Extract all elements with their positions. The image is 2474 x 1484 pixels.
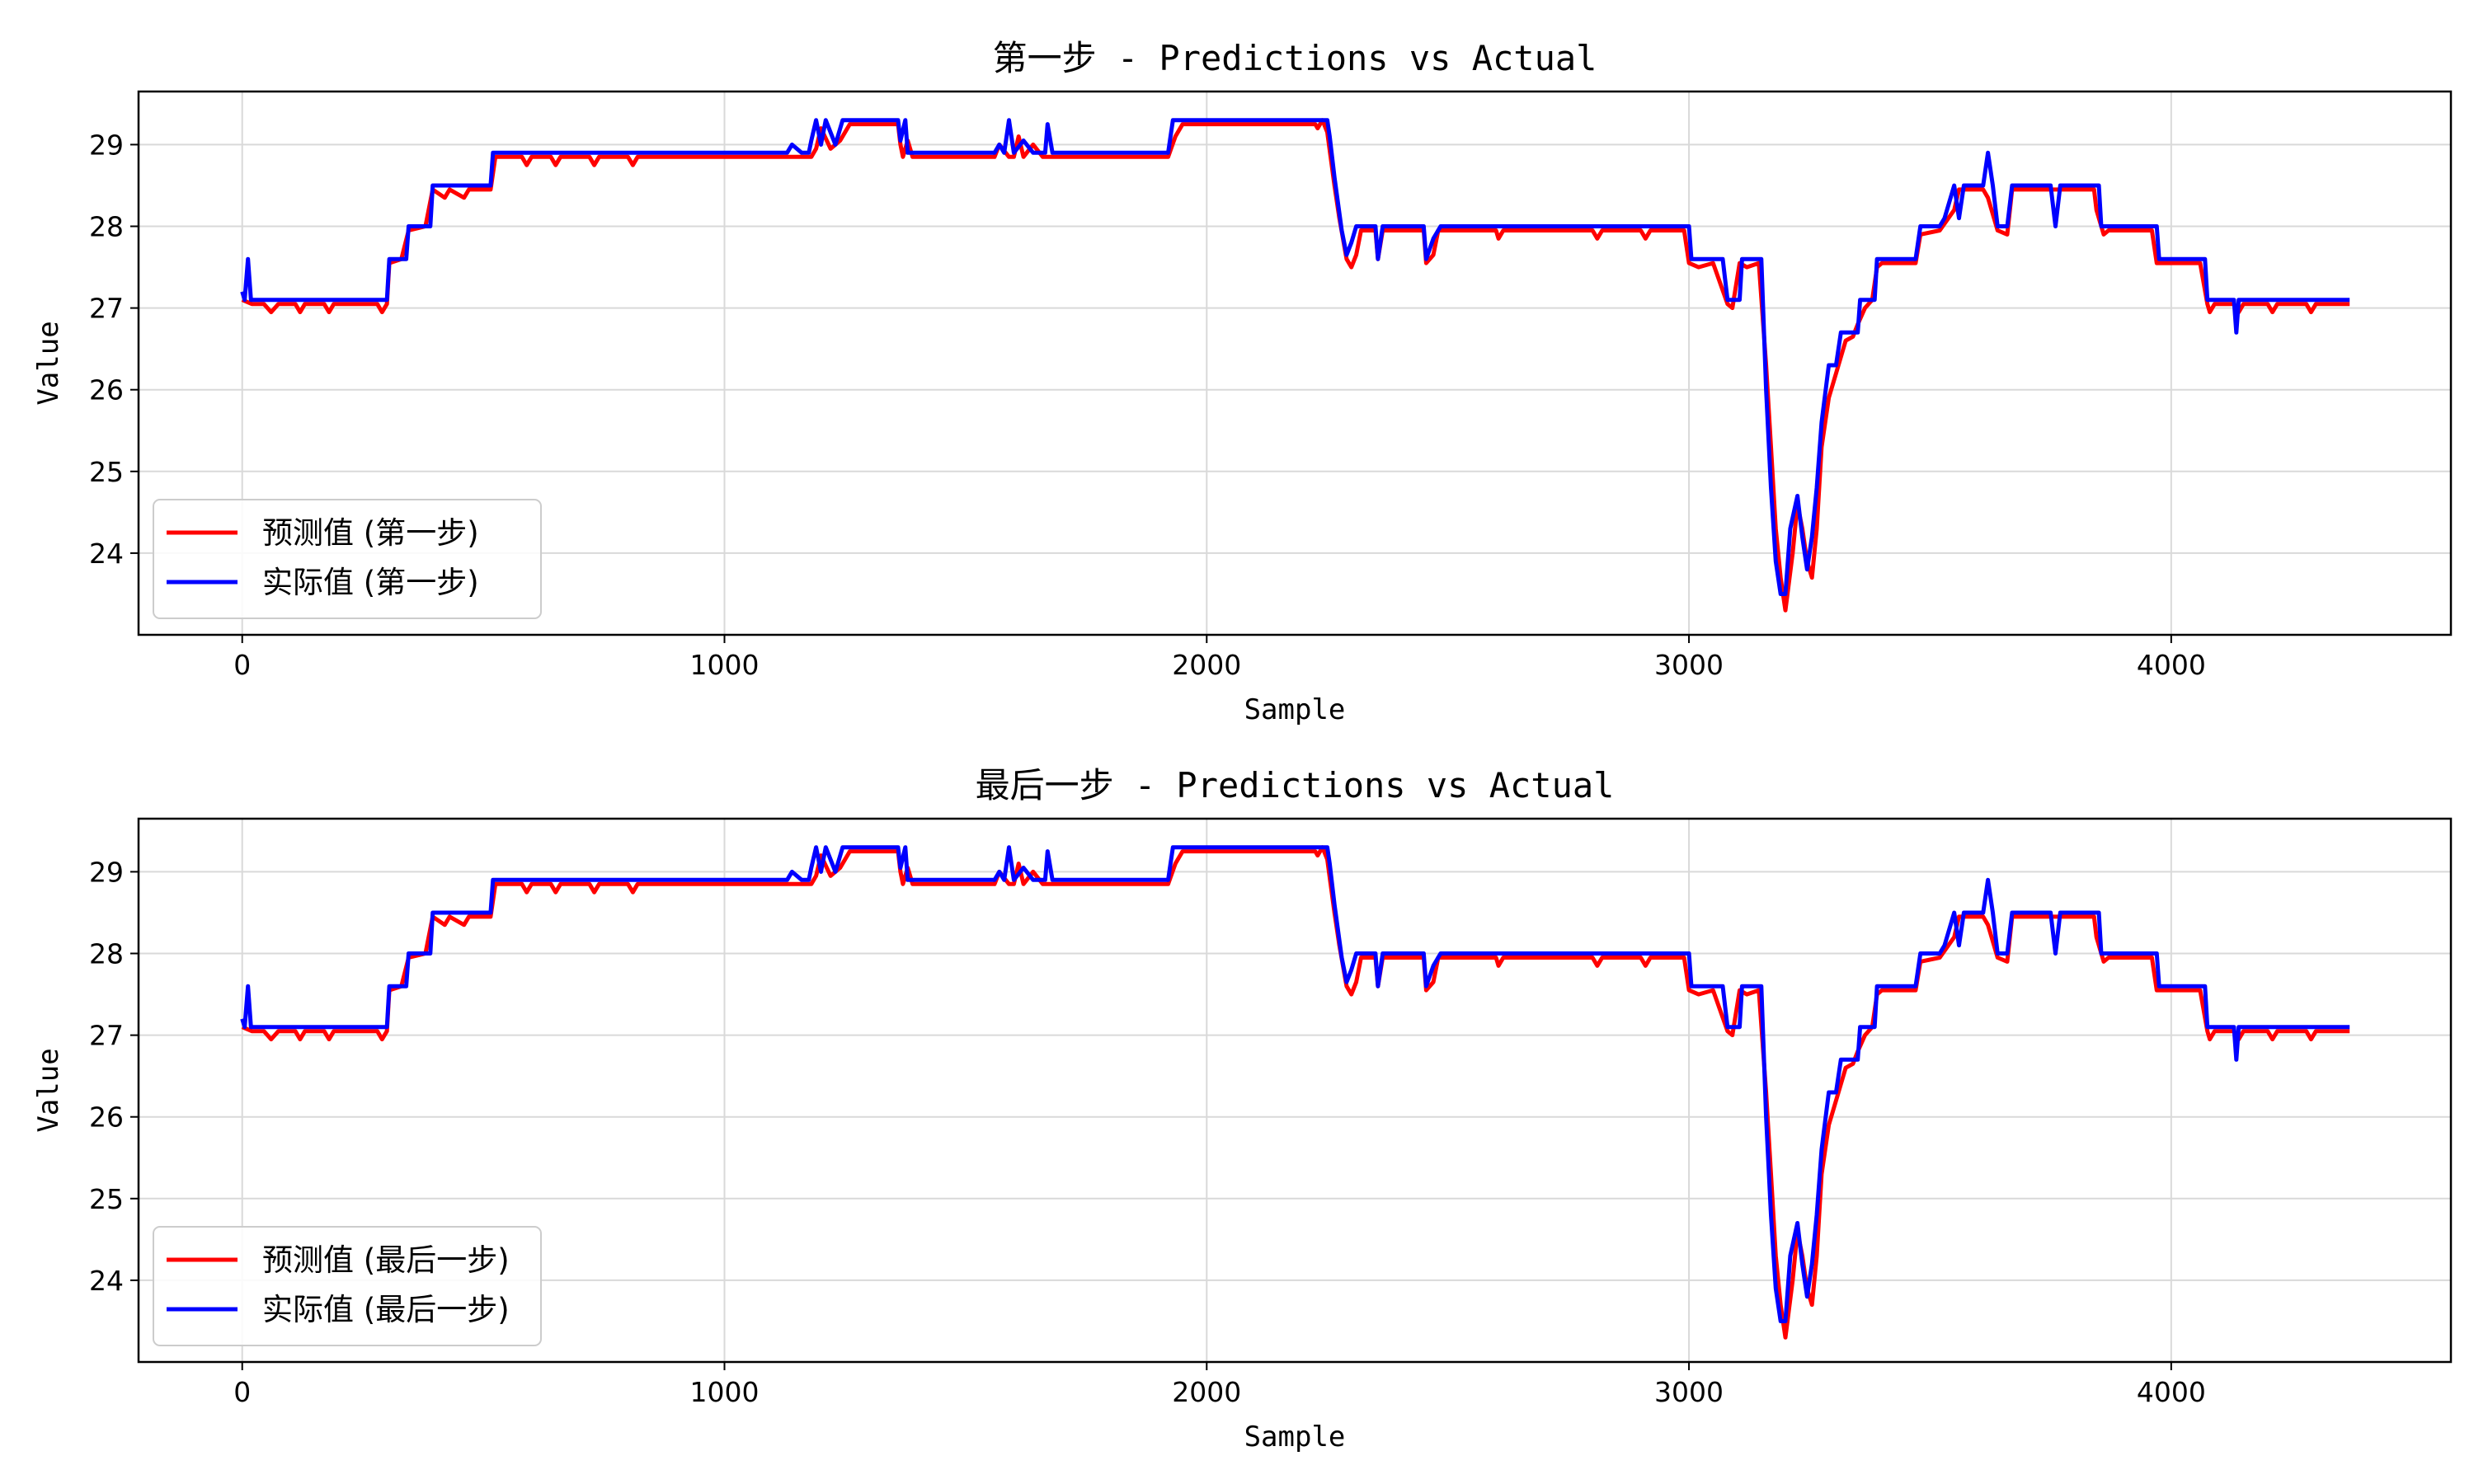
series-line-predicted <box>241 118 2350 613</box>
series-line-actual <box>240 118 2350 596</box>
x-tick-label: 1000 <box>690 649 760 681</box>
x-tick-label: 0 <box>233 649 251 681</box>
legend-label-predicted: 预测值 (最后一步) <box>262 1242 510 1278</box>
chart-title: 最后一步 - Predictions vs Actual <box>976 765 1615 805</box>
y-axis-label: Value <box>32 1048 65 1132</box>
y-tick-label: 26 <box>89 374 124 406</box>
chart-panel-1: 第一步 - Predictions vs Actual 0 1000 2000 3000… <box>32 38 2453 726</box>
series-line-predicted <box>241 845 2350 1340</box>
y-tick-label: 26 <box>89 1101 124 1134</box>
y-tick-label: 24 <box>89 538 124 570</box>
axes-frame <box>137 817 2453 1364</box>
legend: 预测值 (最后一步) 实际值 (最后一步) <box>153 1226 542 1346</box>
y-tick-label: 25 <box>89 456 124 488</box>
x-tick-label: 4000 <box>2137 649 2206 681</box>
x-tick-label: 3000 <box>1654 1376 1724 1408</box>
legend-label-predicted: 预测值 (第一步) <box>262 515 479 551</box>
x-tick-label: 4000 <box>2137 1376 2206 1408</box>
chart-panel-2: 最后一步 - Predictions vs Actual 0 1000 2000 300… <box>32 765 2453 1453</box>
legend: 预测值 (第一步) 实际值 (第一步) <box>153 499 542 619</box>
y-tick-label: 29 <box>89 129 124 161</box>
y-tick-label: 28 <box>89 211 124 243</box>
legend-box <box>153 499 542 619</box>
y-tick-label: 27 <box>89 293 124 325</box>
x-tick-label: 0 <box>233 1376 251 1408</box>
axes-frame <box>137 90 2453 636</box>
y-tick-label: 29 <box>89 856 124 888</box>
y-tick-label: 27 <box>89 1020 124 1052</box>
series-line-actual <box>240 845 2350 1323</box>
legend-label-actual: 实际值 (第一步) <box>262 565 479 600</box>
y-axis-label: Value <box>32 321 65 405</box>
legend-box <box>153 1226 542 1346</box>
x-tick-label: 3000 <box>1654 649 1724 681</box>
chart-title: 第一步 - Predictions vs Actual <box>993 38 1597 78</box>
y-tick-label: 25 <box>89 1183 124 1215</box>
x-tick-label: 1000 <box>690 1376 760 1408</box>
x-tick-label: 2000 <box>1172 1376 1241 1408</box>
x-axis-label: Sample <box>1244 1421 1346 1453</box>
legend-label-actual: 实际值 (最后一步) <box>262 1292 510 1327</box>
y-tick-label: 24 <box>89 1265 124 1297</box>
x-axis-label: Sample <box>1244 693 1346 726</box>
y-tick-label: 28 <box>89 938 124 970</box>
x-tick-label: 2000 <box>1172 649 1241 681</box>
